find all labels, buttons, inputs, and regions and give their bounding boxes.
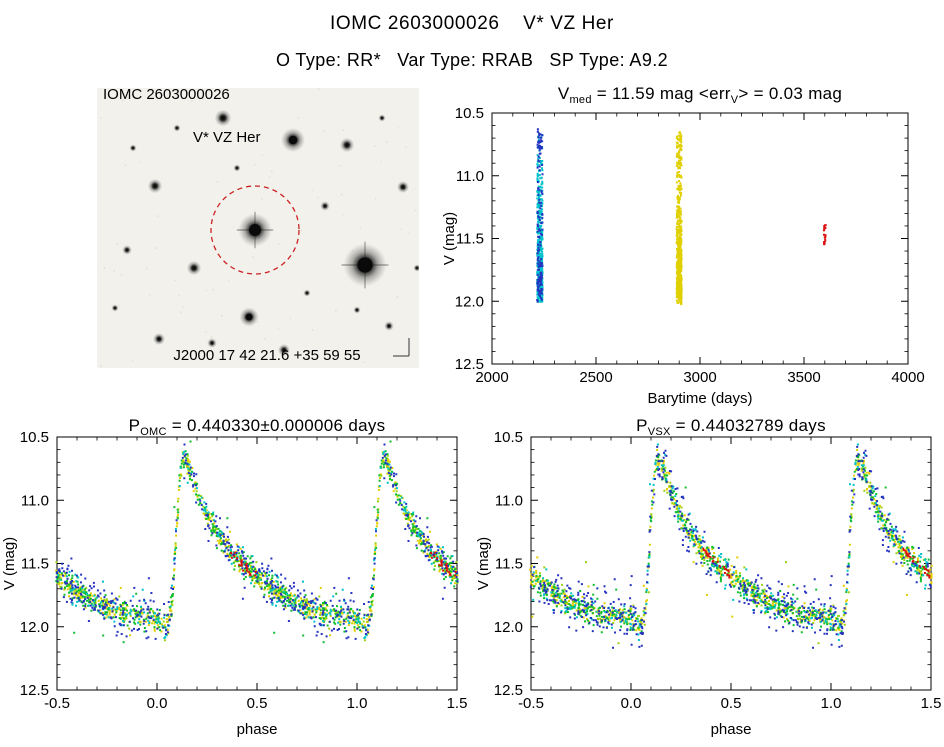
title-text: = 11.59 mag <err xyxy=(591,84,731,103)
title-text: = 0.44032789 days xyxy=(670,416,826,435)
y-tick-label: 12.0 xyxy=(455,293,484,310)
x-tick-label: 0.5 xyxy=(247,695,268,712)
scatter-points-red xyxy=(230,551,457,577)
phase-omc-canvas: -0.5 0.0 0.5 1.0 1.5 10.5 11.0 11.5 12.0 12.5 phas… xyxy=(1,429,467,738)
time-plot: Vmed = 11.59 mag <errV> = 0.03 mag 2000 25… xyxy=(440,84,944,414)
x-tick-label: 1.5 xyxy=(447,695,468,712)
y-tick-label: 12.0 xyxy=(20,619,49,636)
plot-frame xyxy=(530,436,932,691)
x-tick-label: -0.5 xyxy=(44,695,70,712)
y-tick-label: 11.5 xyxy=(456,231,484,248)
phase-plot-omc: POMC = 0.440330±0.000006 days -0.5 0.0 0.5 1… xyxy=(0,412,470,747)
phase-plot-vsx: PVSX = 0.44032789 days -0.5 0.0 0.5 1.0 1.5 10… xyxy=(474,412,944,747)
x-tick-label: 0.0 xyxy=(621,695,642,712)
x-tick-label: 2500 xyxy=(579,369,612,386)
finder-corner-label: IOMC 2603000026 xyxy=(103,88,230,103)
y-tick-label: 12.5 xyxy=(494,682,523,699)
y-tick-label: 10.5 xyxy=(20,429,49,446)
title-text: = 0.440330±0.000006 days xyxy=(166,416,386,435)
y-tick-label: 12.0 xyxy=(494,619,523,636)
axes: -0.5 0.0 0.5 1.0 1.5 10.5 11.0 11.5 12.0 12.5 phas… xyxy=(475,429,941,738)
x-tick-label: 1.0 xyxy=(347,695,368,712)
axes: 2000 2500 3000 3500 4000 10.5 11.0 11.5 12.0 12.5… xyxy=(441,105,925,407)
title-text: P xyxy=(128,416,141,435)
time-plot-canvas: 2000 2500 3000 3500 4000 10.5 11.0 11.5 12.0 12.5… xyxy=(441,105,925,407)
x-tick-label: 3000 xyxy=(683,369,716,386)
scatter-points-green xyxy=(531,453,930,634)
scatter-points-blue xyxy=(536,128,544,303)
x-tick-label: 2000 xyxy=(475,369,508,386)
compass-icon xyxy=(393,338,410,357)
y-tick-label: 11.5 xyxy=(21,556,49,573)
scatter-points-green xyxy=(55,440,459,644)
scatter-points-yellow xyxy=(529,449,933,632)
phase-omc-title: POMC = 0.440330±0.000006 days xyxy=(17,416,497,442)
title-text: V xyxy=(557,84,570,103)
x-tick-label: 1.5 xyxy=(921,695,942,712)
title-text: > = 0.03 mag xyxy=(738,84,843,103)
y-tick-label: 12.5 xyxy=(20,682,49,699)
plot-frame xyxy=(491,112,909,365)
x-tick-label: -0.5 xyxy=(518,695,544,712)
scatter-points-blue xyxy=(529,445,932,649)
page-title: IOMC 2603000026 V* VZ Her xyxy=(330,13,614,34)
x-tick-label: 0.0 xyxy=(147,695,168,712)
time-plot-title: Vmed = 11.59 mag <errV> = 0.03 mag xyxy=(460,84,940,110)
title-subscript: OMC xyxy=(140,426,167,438)
target-circle xyxy=(210,185,300,275)
y-tick-label: 10.5 xyxy=(494,429,523,446)
title-text: P xyxy=(636,416,648,435)
finding-chart: V* VZ Her IOMC 2603000026 J2000 17 42 21.6… xyxy=(97,88,419,368)
y-tick-label: 11.0 xyxy=(456,168,484,185)
y-axis-label: V (mag) xyxy=(475,537,492,590)
title-subscript: VSX xyxy=(647,426,671,438)
title-subscript: V xyxy=(730,94,739,106)
scatter-points-red xyxy=(822,224,827,246)
x-tick-label: 1.0 xyxy=(821,695,842,712)
y-tick-label: 11.0 xyxy=(495,492,523,509)
x-axis-label: phase xyxy=(711,721,752,738)
x-axis-label: Barytime (days) xyxy=(647,390,752,407)
image-grain xyxy=(100,88,417,367)
y-tick-label: 10.5 xyxy=(455,105,484,122)
phase-vsx-title: PVSX = 0.44032789 days xyxy=(491,416,944,442)
x-tick-label: 3500 xyxy=(787,369,820,386)
phase-vsx-canvas: -0.5 0.0 0.5 1.0 1.5 10.5 11.0 11.5 12.0 12.5 phas… xyxy=(475,429,941,738)
title-subscript: med xyxy=(569,94,592,106)
y-axis-label: V (mag) xyxy=(441,212,458,265)
x-axis-label: phase xyxy=(237,721,278,738)
x-tick-label: 4000 xyxy=(891,369,924,386)
finder-coordinates-label: J2000 17 42 21.6 +35 59 55 xyxy=(173,347,360,364)
y-tick-label: 11.5 xyxy=(495,556,523,573)
star-field xyxy=(111,109,419,356)
x-tick-label: 0.5 xyxy=(721,695,742,712)
page-subtitle: O Type: RR* Var Type: RRAB SP Type: A9.2 xyxy=(275,50,669,70)
y-tick-label: 12.5 xyxy=(455,356,484,373)
axes: -0.5 0.0 0.5 1.0 1.5 10.5 11.0 11.5 12.0 12.5 phas… xyxy=(1,429,467,738)
y-tick-label: 11.0 xyxy=(21,492,49,509)
scatter-points-yellow xyxy=(675,131,683,306)
y-axis-label: V (mag) xyxy=(1,537,18,590)
target-label: V* VZ Her xyxy=(193,129,261,146)
